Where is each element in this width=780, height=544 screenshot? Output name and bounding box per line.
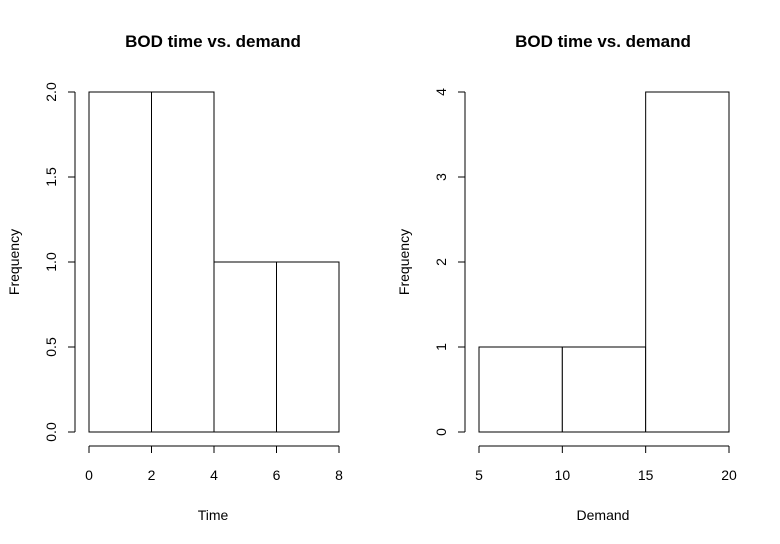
y-tick-label: 1.0	[43, 252, 59, 272]
histogram-bar	[645, 91, 730, 433]
x-tick-label: 20	[721, 467, 737, 483]
y-tick-label: 4	[433, 88, 449, 96]
y-tick-label: 3	[433, 173, 449, 181]
bars	[478, 91, 730, 433]
histogram-bar	[151, 91, 215, 433]
y-axis-label: Frequency	[6, 229, 22, 295]
histogram-bar	[478, 346, 563, 433]
y-axis: 0 1 2 3 4	[433, 88, 466, 436]
x-tick-label: 10	[555, 467, 571, 483]
x-axis-label: Time	[198, 507, 229, 523]
histogram-bar	[88, 91, 152, 433]
x-axis-label: Demand	[577, 507, 630, 523]
y-tick-label: 0.0	[43, 422, 59, 442]
y-tick-label: 1	[433, 343, 449, 351]
y-axis: 0.0 0.5 1.0 1.5 2.0	[43, 82, 76, 442]
y-tick-label: 0	[433, 428, 449, 436]
x-tick-label: 8	[335, 467, 343, 483]
x-tick-label: 15	[638, 467, 654, 483]
bars	[88, 91, 340, 433]
y-tick-label: 0.5	[43, 337, 59, 357]
x-axis: 5 10 15 20	[475, 445, 737, 483]
x-tick-label: 5	[475, 467, 483, 483]
histogram-time: BOD time vs. demand Time Frequency 0 2 4 6 8…	[6, 32, 343, 523]
x-axis: 0 2 4 6 8	[85, 445, 343, 483]
histogram-bar	[276, 261, 340, 433]
y-tick-label: 1.5	[43, 167, 59, 187]
chart-title: BOD time vs. demand	[125, 32, 301, 51]
y-axis-label: Frequency	[396, 229, 412, 295]
x-tick-label: 6	[273, 467, 281, 483]
histogram-bar	[213, 261, 277, 433]
y-tick-label: 2.0	[43, 82, 59, 102]
y-tick-label: 2	[433, 258, 449, 266]
x-tick-label: 2	[148, 467, 156, 483]
x-tick-label: 4	[210, 467, 218, 483]
chart-title: BOD time vs. demand	[515, 32, 691, 51]
x-tick-label: 0	[85, 467, 93, 483]
histogram-demand: BOD time vs. demand Demand Frequency 5 10…	[396, 32, 737, 523]
histogram-bar	[561, 346, 647, 433]
